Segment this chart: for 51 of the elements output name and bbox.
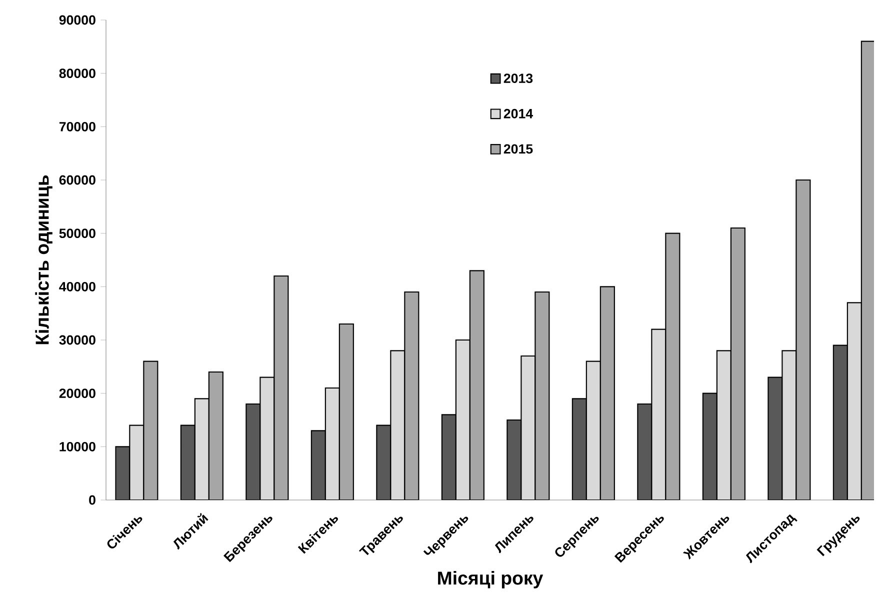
bar: [274, 275, 289, 500]
y-tick-label: 70000: [59, 122, 96, 132]
bar: [651, 328, 666, 500]
bar: [534, 291, 550, 500]
bar: [832, 344, 848, 500]
bar: [506, 419, 522, 500]
legend-label: 2013: [504, 74, 533, 84]
bar: [586, 360, 601, 500]
bar: [376, 424, 392, 500]
bar: [860, 40, 874, 500]
bar: [637, 403, 652, 500]
bar: [520, 355, 536, 500]
y-tick-label: 80000: [59, 68, 96, 78]
y-tick-label: 10000: [60, 442, 96, 452]
bar: [390, 350, 406, 500]
y-tick-label: 30000: [59, 335, 96, 345]
bar: [404, 291, 420, 500]
bar: [455, 339, 470, 500]
y-tick-label: 50000: [59, 228, 96, 238]
bar: [572, 398, 587, 500]
legend-label: 2015: [504, 144, 533, 154]
bar: [129, 424, 144, 500]
bar: [143, 360, 158, 500]
y-axis-title: Кількість одиниць: [35, 175, 52, 344]
bar: [246, 403, 261, 500]
x-axis-title: Місяці року: [438, 571, 544, 588]
bar: [846, 302, 862, 500]
bar: [324, 387, 340, 500]
bar: [469, 270, 484, 500]
bar: [194, 398, 210, 500]
bar: [338, 323, 354, 500]
bar: [310, 430, 326, 500]
y-tick-label: 20000: [59, 388, 96, 398]
bar: [600, 286, 615, 500]
bar: [115, 446, 130, 500]
bar: [716, 350, 732, 500]
bar: [768, 376, 783, 500]
y-tick-label: 90000: [59, 15, 96, 25]
legend-label: 2014: [504, 108, 533, 118]
y-tick-label: 40000: [59, 282, 96, 292]
bar: [796, 179, 811, 500]
bar: [702, 392, 718, 500]
bar: [180, 424, 196, 500]
y-tick-label: 0: [89, 495, 96, 505]
bar: [441, 414, 456, 500]
bar: [730, 227, 746, 500]
bar: [782, 350, 797, 500]
bar: [208, 371, 224, 500]
bar: [665, 232, 680, 500]
bar: [260, 376, 275, 500]
y-tick-label: 60000: [59, 175, 96, 185]
